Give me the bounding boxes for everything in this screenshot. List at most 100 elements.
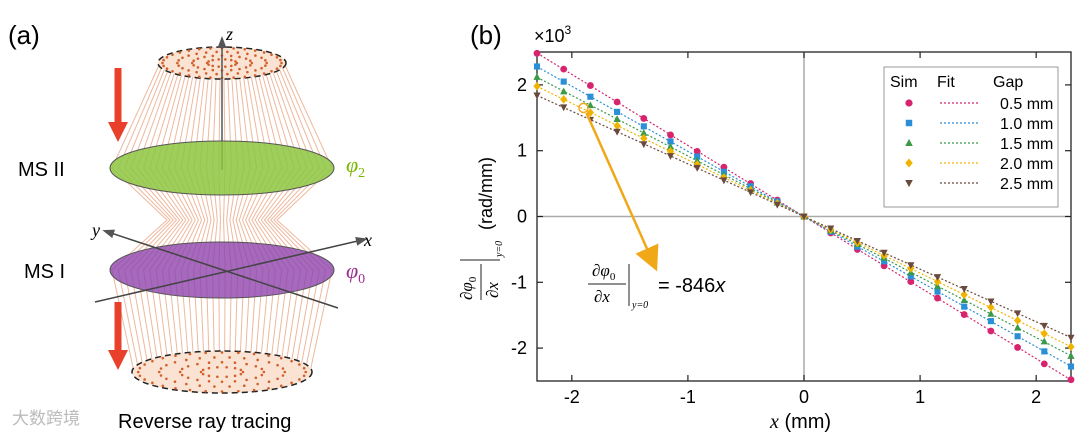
ray-line xyxy=(142,62,184,373)
aperture-dot xyxy=(253,74,257,77)
aperture-dot xyxy=(192,59,195,63)
sim-point xyxy=(613,98,621,106)
aperture-dot xyxy=(246,70,249,74)
aperture-dot xyxy=(195,70,198,74)
y-label-deriv-den: ∂x xyxy=(483,282,502,298)
sim-point xyxy=(773,201,781,209)
y-multiplier: ×103 xyxy=(534,23,572,46)
bottom-aperture-dots xyxy=(136,351,308,393)
aperture-dot xyxy=(224,58,227,61)
aperture-dot xyxy=(143,378,146,381)
svg-text:y=0: y=0 xyxy=(631,300,648,311)
aperture-dot xyxy=(197,47,201,51)
aperture-dot xyxy=(279,64,282,68)
sim-point xyxy=(1067,352,1075,359)
sim-point xyxy=(1041,348,1048,355)
sim-point xyxy=(613,115,621,122)
aperture-dot xyxy=(207,366,211,370)
aperture-dot xyxy=(244,57,248,60)
sim-point xyxy=(560,78,567,85)
panel-b-label: (b) xyxy=(470,20,502,50)
ms2-label: MS II xyxy=(18,159,65,181)
aperture-dot xyxy=(174,386,177,390)
aperture-dot xyxy=(229,54,233,58)
sim-point xyxy=(934,288,941,295)
aperture-dot xyxy=(283,370,287,374)
legend-label: 2.5 mm xyxy=(1000,176,1053,193)
sim-point xyxy=(987,302,995,312)
ray-line xyxy=(117,62,171,373)
x-tick-label: 1 xyxy=(915,387,925,407)
aperture-dot xyxy=(233,379,237,383)
aperture-dot xyxy=(254,376,258,380)
aperture-dot xyxy=(177,64,180,67)
aperture-dot xyxy=(181,56,184,60)
ray-line xyxy=(226,62,232,373)
aperture-dot xyxy=(138,374,142,378)
aperture-dot xyxy=(188,388,192,392)
aperture-dot xyxy=(207,60,210,63)
aperture-dot xyxy=(220,351,224,354)
aperture-dot xyxy=(136,370,140,374)
sim-point xyxy=(827,225,835,233)
aperture-dot xyxy=(256,358,259,362)
aperture-dot xyxy=(209,76,212,79)
aperture-dot xyxy=(276,377,279,381)
aperture-dot xyxy=(178,72,182,75)
aperture-dot xyxy=(187,49,191,52)
legend-label: 1.0 mm xyxy=(1000,116,1053,133)
aperture-dot xyxy=(161,61,164,65)
sim-point xyxy=(960,311,968,318)
down-arrow-top-head xyxy=(108,122,128,142)
aperture-dot xyxy=(178,370,182,374)
sim-point xyxy=(533,73,541,80)
axis-ticks: -2 -1 0 1 2 -2 -1 0 1 2 xyxy=(511,52,1071,407)
aperture-dot xyxy=(262,51,266,54)
legend-rows: 0.5 mm 1.0 mm 1.5 mm 2.0 mm 2.5 mm xyxy=(905,96,1053,193)
sim-points xyxy=(533,49,1075,384)
aperture-dot xyxy=(199,370,203,374)
aperture-dot xyxy=(275,56,279,59)
aperture-dot xyxy=(187,54,190,57)
y-label-deriv-num: ∂φ0 xyxy=(457,276,479,300)
sim-point xyxy=(1067,342,1075,352)
aperture-dot xyxy=(215,72,218,76)
aperture-dot xyxy=(162,58,165,62)
aperture-dot xyxy=(159,367,163,370)
sim-point xyxy=(640,141,648,149)
sim-point xyxy=(880,249,888,257)
sim-point xyxy=(667,138,674,145)
aperture-dot xyxy=(245,362,248,366)
sim-point xyxy=(666,153,675,160)
aperture-dot xyxy=(203,67,206,71)
aperture-dot xyxy=(237,389,240,393)
aperture-dot xyxy=(243,47,247,51)
sim-point xyxy=(720,177,728,185)
legend-header-fit: Fit xyxy=(937,74,955,91)
aperture-dot xyxy=(242,384,246,387)
ray-line xyxy=(168,62,196,373)
y-tick-label: 0 xyxy=(517,207,527,227)
legend-marker xyxy=(905,99,913,107)
aperture-dot xyxy=(264,59,267,62)
aperture-dot xyxy=(281,367,285,370)
aperture-dot xyxy=(275,67,279,70)
sim-point xyxy=(613,121,621,131)
y-tick-label: -1 xyxy=(511,272,527,292)
ray-line xyxy=(180,62,203,373)
sim-point xyxy=(907,273,914,280)
aperture-dot xyxy=(161,356,165,360)
aperture-dot xyxy=(181,66,184,70)
aperture-dot xyxy=(198,357,202,360)
aperture-dot xyxy=(229,64,233,68)
sim-point xyxy=(533,81,541,91)
aperture-dot xyxy=(290,381,293,385)
panel-a-label: (a) xyxy=(8,20,40,50)
aperture-dot xyxy=(267,386,270,390)
aperture-dot xyxy=(241,370,245,374)
aperture-dot xyxy=(279,384,283,388)
aperture-dot xyxy=(264,64,267,67)
aperture-dot xyxy=(190,61,194,65)
aperture-dot xyxy=(217,65,220,68)
ray-line xyxy=(218,62,221,373)
